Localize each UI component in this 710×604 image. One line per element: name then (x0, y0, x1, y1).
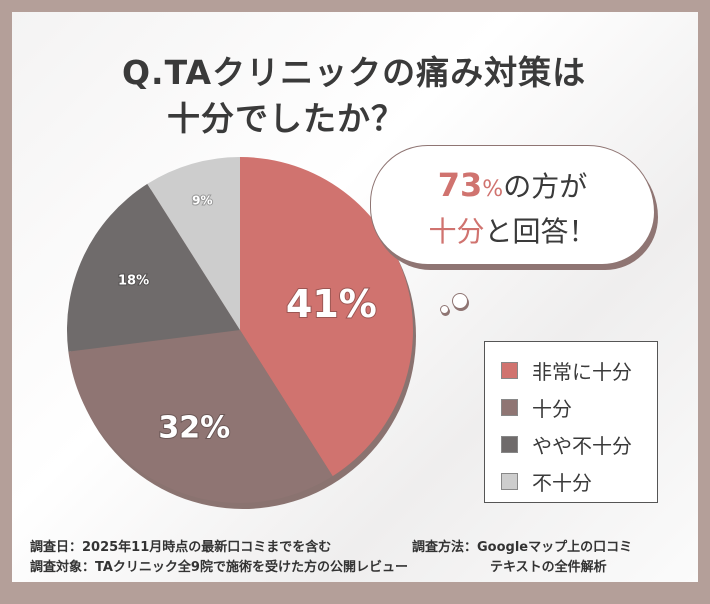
callout-text-1: の方が (503, 170, 588, 203)
chart-title: Q.TAクリニックの痛み対策は 十分でしたか？ (122, 50, 586, 142)
title-line-1: Q.TAクリニックの痛み対策は (122, 53, 587, 92)
legend-item: やや不十分 (485, 426, 657, 463)
note-date: 調査日：2025年11月時点の最新口コミまでを含む (30, 540, 332, 555)
survey-notes-left: 調査日：2025年11月時点の最新口コミまでを含む 調査対象：TAクリニック全9… (30, 538, 408, 578)
legend-swatch (501, 436, 518, 453)
pie-label-4: 9% (192, 194, 212, 208)
legend-item: 十分 (485, 389, 657, 426)
legend: 非常に十分十分やや不十分不十分 (484, 341, 658, 503)
callout-accent-2: 十分 (428, 215, 485, 248)
pie-label-2: 32% (158, 411, 230, 446)
callout-bubble: 73%の方が 十分と回答！ (370, 145, 655, 265)
pie-slice-4 (147, 157, 240, 330)
callout-text-2: と回答！ (484, 215, 597, 248)
legend-label: やや不十分 (532, 434, 632, 458)
pie-label-3: 18% (118, 273, 149, 288)
legend-label: 非常に十分 (532, 360, 632, 384)
callout-percent-sign: % (482, 177, 504, 202)
legend-item: 非常に十分 (485, 352, 657, 389)
pie-slice-3 (67, 183, 240, 352)
legend-item: 不十分 (485, 463, 657, 500)
bubble-dot (452, 293, 468, 309)
legend-swatch (501, 399, 518, 416)
title-line-2: 十分でしたか？ (167, 99, 405, 138)
legend-swatch (501, 473, 518, 490)
callout-percent: 73 (437, 166, 483, 204)
note-method: 調査方法：Googleマップ上の口コミ (412, 540, 633, 555)
bubble-dot (440, 305, 449, 314)
survey-notes-right: 調査方法：Googleマップ上の口コミ テキストの全件解析 (412, 538, 632, 578)
legend-swatch (501, 362, 518, 379)
pie-slice-1 (240, 157, 413, 477)
legend-label: 十分 (532, 397, 572, 421)
pie-label-1: 41% (286, 282, 377, 326)
pie-slice-2 (68, 330, 333, 503)
note-target: 調査対象：TAクリニック全9院で施術を受けた方の公開レビュー (30, 560, 408, 575)
note-method-cont: テキストの全件解析 (490, 560, 607, 575)
legend-label: 不十分 (532, 471, 592, 495)
